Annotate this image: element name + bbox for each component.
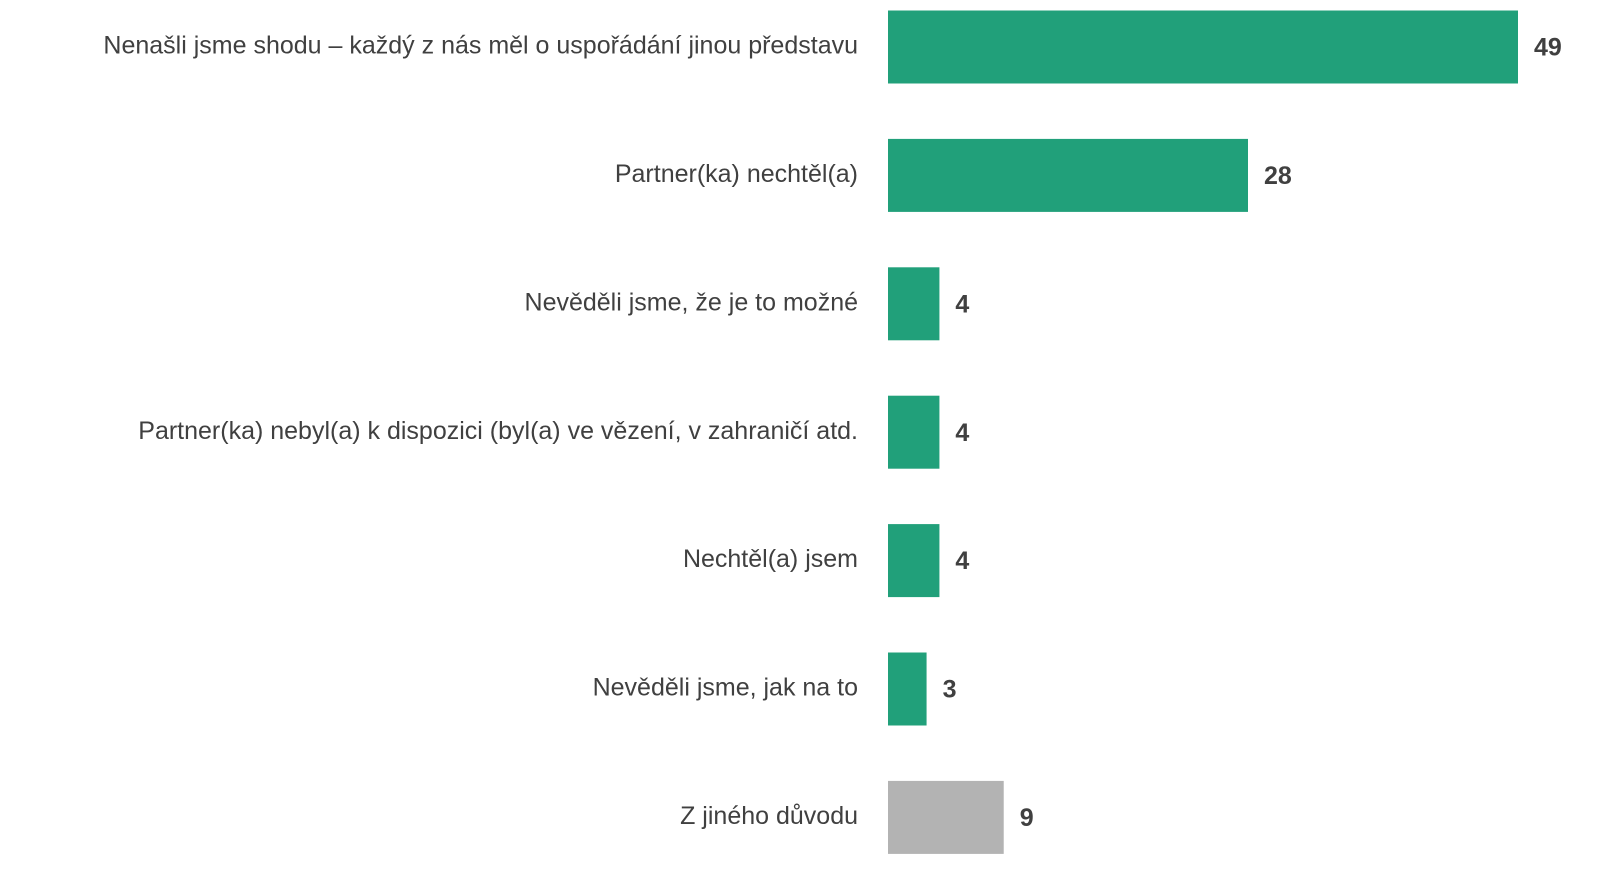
bar [888,10,1518,84]
value-label: 3 [943,676,957,704]
bar [888,138,1248,212]
bar [888,652,927,726]
value-label: 4 [955,290,969,318]
category-label: Nevěděli jsme, jak na to [593,674,858,702]
bar [888,524,940,598]
value-label: 4 [955,419,969,447]
category-label: Nevěděli jsme, že je to možné [525,288,858,316]
category-label: Z jiného důvodu [680,802,858,830]
category-label: Nechtěl(a) jsem [683,545,858,573]
category-label: Nenašli jsme shodu – každý z nás měl o u… [103,32,858,60]
bar [888,267,940,341]
bar [888,395,940,469]
category-label: Partner(ka) nebyl(a) k dispozici (byl(a)… [138,417,858,445]
bar [888,780,1004,854]
value-label: 9 [1020,804,1034,832]
value-label: 49 [1534,34,1562,62]
value-label: 4 [955,547,969,575]
category-label: Partner(ka) nechtěl(a) [615,160,858,188]
value-label: 28 [1264,162,1292,190]
